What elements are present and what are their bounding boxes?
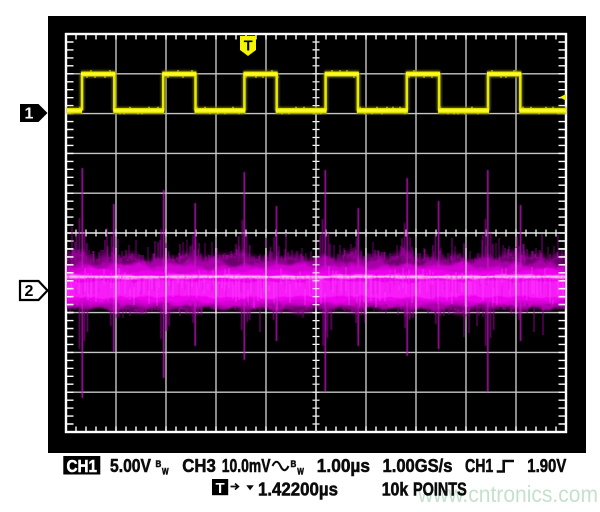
svg-text:10k: 10k: [382, 478, 409, 499]
svg-text:B: B: [156, 459, 162, 470]
svg-text:POINTS: POINTS: [413, 478, 467, 499]
svg-text:1.00GS/s: 1.00GS/s: [383, 455, 453, 476]
svg-text:5.00V: 5.00V: [110, 455, 152, 476]
svg-text:1.00µs: 1.00µs: [317, 455, 370, 476]
svg-text:T: T: [216, 480, 225, 497]
svg-text:1: 1: [25, 106, 34, 123]
svg-text:B: B: [291, 459, 297, 470]
svg-text:CH1: CH1: [67, 456, 98, 476]
svg-text:www.cntronics.com: www.cntronics.com: [417, 481, 598, 507]
svg-text:CH3: CH3: [182, 455, 216, 476]
svg-text:CH1: CH1: [465, 455, 493, 476]
svg-text:W: W: [162, 466, 169, 477]
svg-text:10.0mV: 10.0mV: [222, 455, 271, 476]
svg-text:2: 2: [25, 283, 34, 300]
svg-text:1.42200µs: 1.42200µs: [258, 478, 338, 499]
svg-text:T: T: [244, 39, 253, 55]
svg-text:W: W: [297, 466, 304, 477]
svg-text:1.90V: 1.90V: [527, 455, 567, 476]
